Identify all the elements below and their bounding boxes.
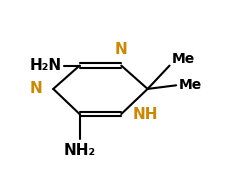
Text: N: N xyxy=(115,42,128,57)
Text: Me: Me xyxy=(178,78,202,92)
Text: NH: NH xyxy=(132,107,158,122)
Text: Me: Me xyxy=(172,52,195,66)
Text: NH₂: NH₂ xyxy=(63,143,96,158)
Text: N: N xyxy=(29,81,42,96)
Text: H₂N: H₂N xyxy=(30,58,62,73)
